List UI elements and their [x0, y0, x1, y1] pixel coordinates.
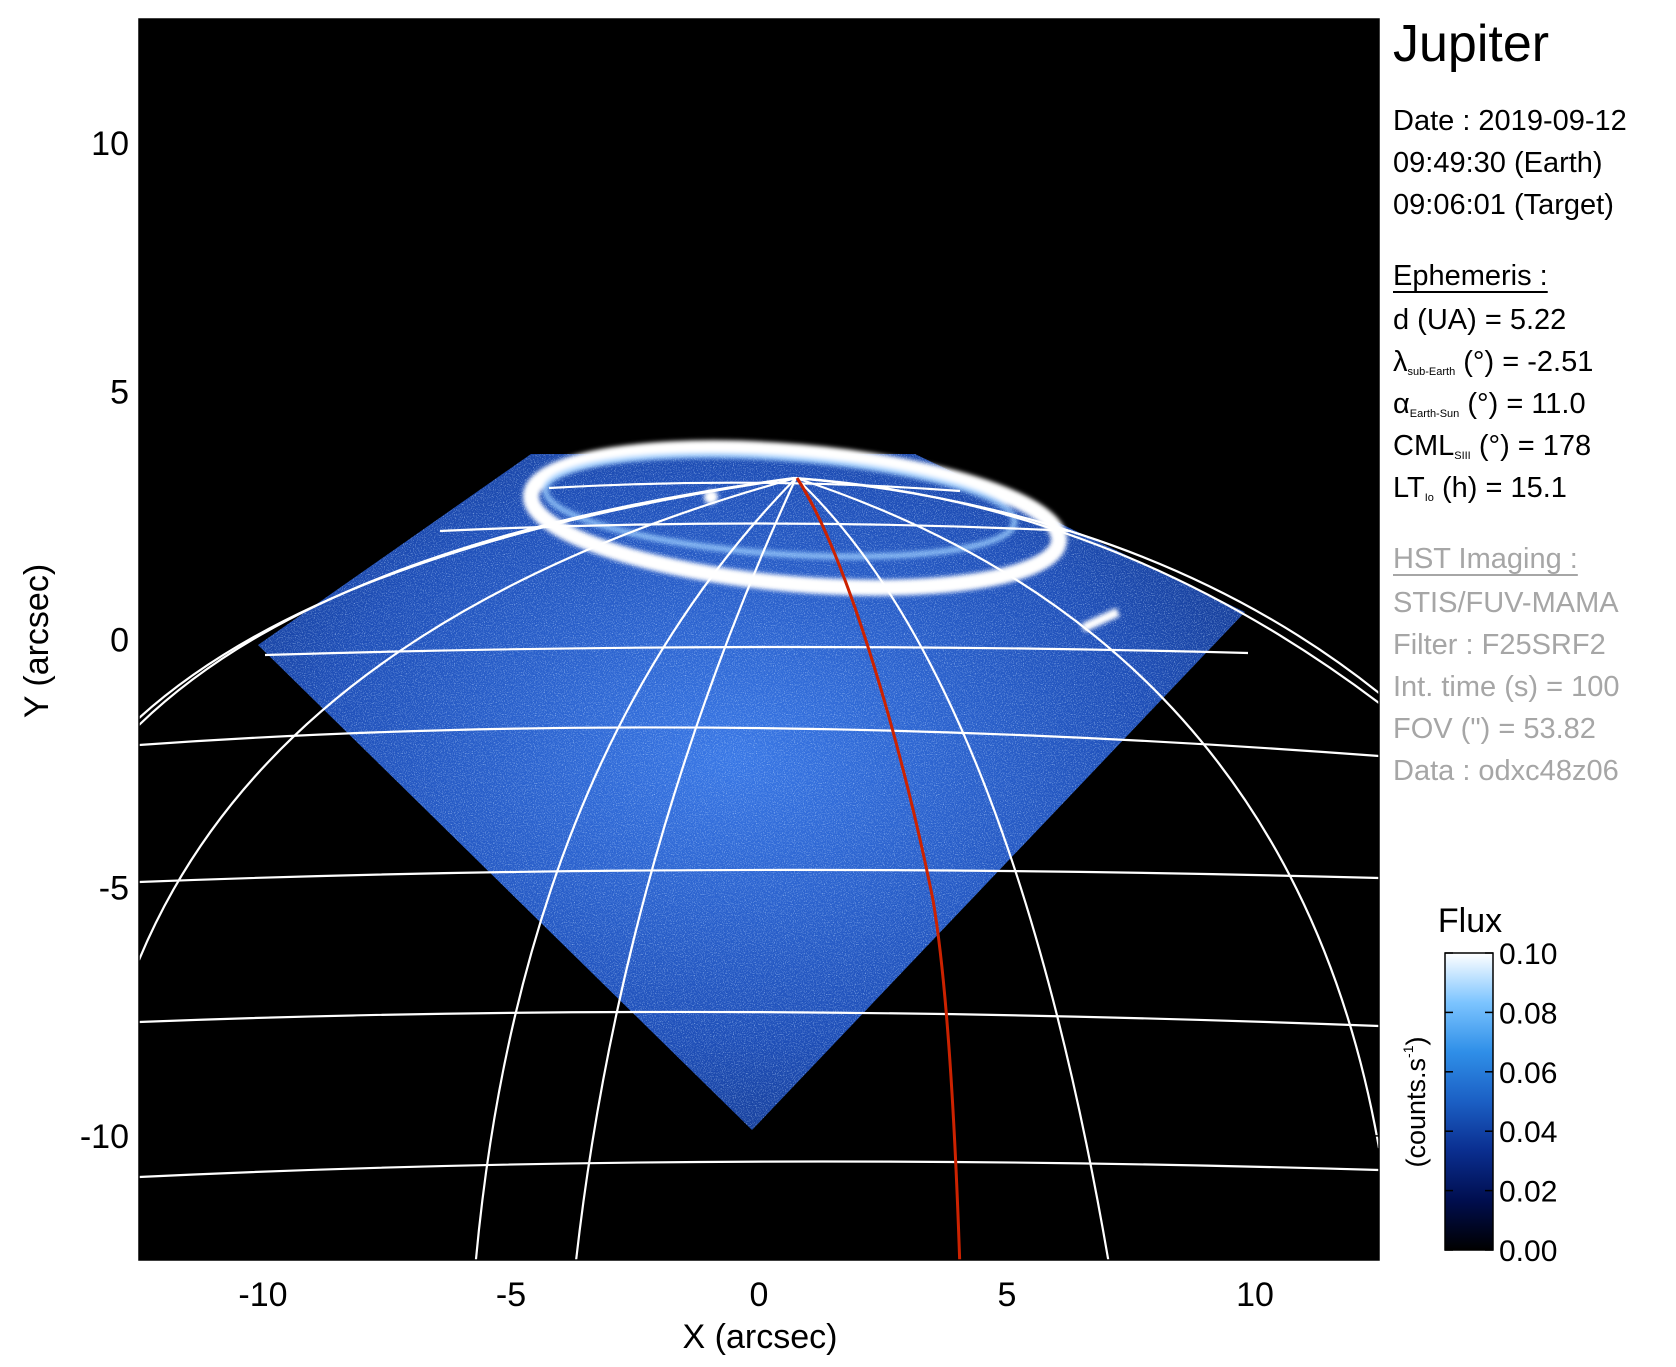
ephemeris-io-local-time: LTIo (h) = 15.1	[1393, 472, 1567, 504]
hst-filter: Filter : F25SRF2	[1393, 629, 1606, 661]
colorbar-tick-label: 0.10	[1499, 938, 1557, 971]
hst-dataset: Data : odxc48z06	[1393, 755, 1619, 787]
colorbar-tick-label: 0.06	[1499, 1057, 1557, 1090]
ephemeris-sub-earth-lat: λsub-Earth (°) = -2.51	[1393, 346, 1594, 378]
longitude-line	[575, 477, 797, 1260]
hst-fov: FOV (") = 53.82	[1393, 713, 1596, 745]
colorbar-tick-label: 0.08	[1499, 997, 1557, 1030]
x-axis: -10 -5 0 5 10	[238, 19, 1274, 1314]
y-axis: -10 -5 0 5 10	[80, 125, 1379, 1156]
y-tick-label: -10	[80, 1118, 129, 1156]
x-axis-label: X (arcsec)	[683, 1318, 838, 1356]
x-tick-label: -10	[238, 1276, 287, 1314]
colorbar	[1444, 952, 1494, 1251]
latitude-line	[139, 1010, 1379, 1028]
colorbar-tick-label: 0.00	[1499, 1235, 1557, 1268]
x-tick-label: 5	[998, 1276, 1017, 1314]
ephemeris-distance: d (UA) = 5.22	[1393, 304, 1567, 336]
longitude-line	[139, 476, 797, 961]
detector-field	[258, 454, 1245, 1130]
latitude-line	[439, 522, 1072, 533]
observation-date: Date : 2019-09-12	[1393, 105, 1627, 137]
colorbar-tick-label: 0.02	[1499, 1176, 1557, 1209]
auroral-oval	[522, 440, 1120, 633]
latitude-line	[139, 1160, 1379, 1179]
latitude-line	[139, 726, 1379, 758]
y-tick-label: 10	[91, 125, 129, 163]
x-tick-label: 10	[1236, 1276, 1274, 1314]
x-tick-label: -5	[496, 1276, 526, 1314]
latitude-line	[264, 645, 1249, 657]
io-footprint-path	[795, 477, 962, 1260]
y-tick-label: 5	[110, 373, 129, 411]
earth-time: 09:49:30 (Earth)	[1393, 147, 1603, 179]
y-tick-label: -5	[99, 870, 129, 908]
ephemeris-header: Ephemeris :	[1393, 260, 1548, 292]
target-title: Jupiter	[1393, 15, 1550, 73]
longitude-line	[795, 476, 1379, 1149]
colorbar-tick-label: 0.04	[1499, 1116, 1557, 1149]
hst-integration-time: Int. time (s) = 100	[1393, 671, 1620, 703]
longitude-line	[795, 477, 1110, 1260]
hst-instrument: STIS/FUV-MAMA	[1393, 587, 1619, 619]
y-axis-label: Y (arcsec)	[18, 564, 56, 718]
latitude-line	[139, 868, 1379, 884]
hst-header: HST Imaging :	[1393, 543, 1578, 575]
ephemeris-phase-angle: αEarth-Sun (°) = 11.0	[1393, 388, 1586, 420]
longitude-line	[474, 477, 797, 1260]
x-tick-label: 0	[750, 1276, 769, 1314]
lat-lon-grid	[139, 476, 1379, 1260]
ephemeris-cml: CMLSIII (°) = 178	[1393, 430, 1592, 462]
colorbar-title: Flux	[1438, 902, 1502, 940]
colorbar-ticks: 0.00 0.02 0.04 0.06 0.08 0.10	[1445, 938, 1557, 1268]
colorbar-units: (counts.s-1)	[1400, 1037, 1431, 1168]
y-tick-label: 0	[110, 622, 129, 660]
target-time: 09:06:01 (Target)	[1393, 189, 1614, 221]
